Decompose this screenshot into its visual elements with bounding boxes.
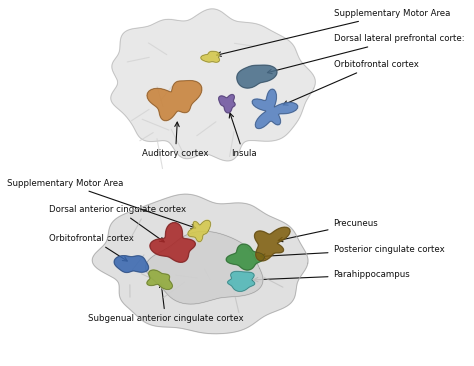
Polygon shape (114, 256, 148, 272)
Polygon shape (237, 65, 277, 88)
Polygon shape (226, 244, 264, 270)
Polygon shape (146, 231, 263, 304)
Polygon shape (147, 270, 173, 290)
Polygon shape (252, 89, 298, 128)
Polygon shape (255, 227, 290, 261)
Polygon shape (188, 220, 210, 242)
Text: Parahippocampus: Parahippocampus (254, 270, 410, 282)
Text: Insula: Insula (229, 113, 256, 158)
Text: Precuneus: Precuneus (278, 219, 378, 242)
Polygon shape (228, 272, 255, 291)
Text: Supplementary Motor Area: Supplementary Motor Area (217, 9, 450, 56)
Polygon shape (147, 81, 202, 121)
Text: Auditory cortex: Auditory cortex (142, 122, 209, 158)
Polygon shape (150, 223, 195, 262)
Polygon shape (92, 194, 308, 334)
Text: Orbitofrontal cortex: Orbitofrontal cortex (49, 234, 134, 261)
Polygon shape (201, 51, 219, 62)
Polygon shape (219, 94, 235, 113)
Text: Posterior cingulate cortex: Posterior cingulate cortex (261, 245, 444, 258)
Text: Dorsal anterior cingulate cortex: Dorsal anterior cingulate cortex (49, 205, 187, 242)
Text: Supplementary Motor Area: Supplementary Motor Area (7, 179, 196, 229)
Polygon shape (111, 9, 315, 161)
Text: Subgenual anterior cingulate cortex: Subgenual anterior cingulate cortex (88, 283, 243, 323)
Text: Dorsal lateral prefrontal corte:: Dorsal lateral prefrontal corte: (267, 34, 464, 74)
Text: Orbitofrontal cortex: Orbitofrontal cortex (283, 60, 419, 105)
